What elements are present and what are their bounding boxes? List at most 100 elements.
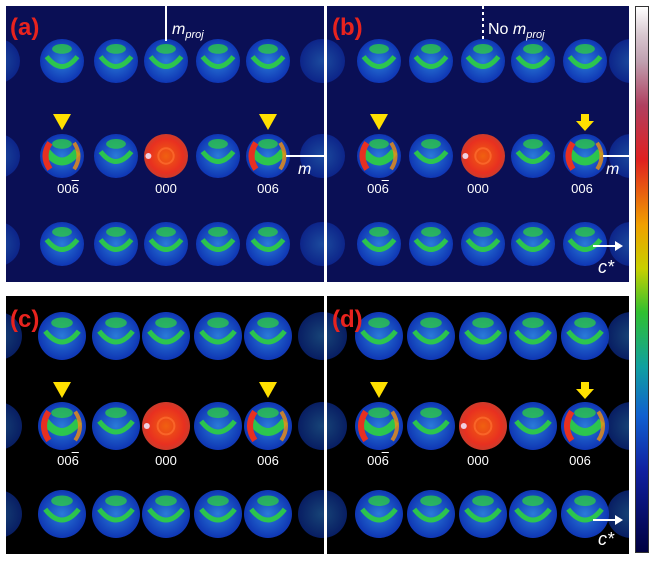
- diffraction-disc: [509, 402, 557, 450]
- index-right-c: 006: [257, 453, 279, 468]
- index-center-d: 000: [467, 453, 489, 468]
- diffraction-disc: [6, 313, 22, 359]
- mproj-label-a: mproj: [172, 21, 204, 41]
- diffraction-disc: [6, 40, 20, 82]
- disc-pattern-svg: [327, 6, 629, 266]
- diffraction-disc: [300, 39, 324, 83]
- diffraction-disc: [509, 312, 557, 360]
- diffraction-disc: [38, 490, 86, 538]
- panel-label-a: (a): [10, 14, 40, 41]
- panel-label-c: (c): [10, 306, 40, 333]
- diffraction-disc: [355, 402, 403, 450]
- diffraction-disc: [6, 223, 20, 265]
- no-mproj-label-b: No mproj: [488, 21, 545, 41]
- disc-pattern-svg: [6, 312, 324, 538]
- cstar-arrow-icon: [593, 241, 623, 251]
- index-left-c: 006: [57, 453, 79, 468]
- diffraction-disc: [194, 312, 242, 360]
- diffraction-disc: [607, 312, 629, 360]
- diffraction-disc: [244, 402, 292, 450]
- diffraction-disc: [357, 39, 401, 83]
- diffraction-disc: [327, 134, 345, 178]
- diffraction-disc: [327, 222, 345, 266]
- diffraction-disc: [511, 134, 555, 178]
- index-left-b: 006: [367, 181, 389, 196]
- diffraction-disc: [298, 490, 324, 538]
- diffraction-disc: [355, 312, 403, 360]
- yellow-triangle-marker-icon: [259, 382, 277, 398]
- diffraction-disc: [563, 134, 607, 178]
- diffraction-disc: [461, 134, 505, 178]
- index-center-a: 000: [155, 181, 177, 196]
- diffraction-disc: [92, 402, 140, 450]
- yellow-triangle-marker-icon: [259, 114, 277, 130]
- index-left-a: 006: [57, 181, 79, 196]
- diffraction-disc: [409, 222, 453, 266]
- diffraction-disc: [246, 134, 290, 178]
- diffraction-disc: [6, 403, 22, 449]
- diffraction-disc: [194, 402, 242, 450]
- diffraction-disc: [561, 312, 609, 360]
- m-label-a: m: [298, 161, 312, 178]
- diffraction-disc: [246, 39, 290, 83]
- diffraction-disc: [357, 134, 401, 178]
- diffraction-disc: [40, 134, 84, 178]
- index-center-b: 000: [467, 181, 489, 196]
- diffraction-disc: [355, 490, 403, 538]
- diffraction-disc: [196, 134, 240, 178]
- diffraction-disc: [144, 222, 188, 266]
- diffraction-disc: [459, 312, 507, 360]
- panel-label-b: (b): [332, 14, 363, 41]
- cstar-label-b: c*: [598, 257, 615, 277]
- panel-a: [6, 6, 324, 282]
- diffraction-disc: [40, 39, 84, 83]
- diffraction-disc: [92, 490, 140, 538]
- diffraction-disc: [40, 222, 84, 266]
- diffraction-disc: [94, 134, 138, 178]
- colorbar-gradient: [635, 6, 649, 553]
- diffraction-disc: [246, 222, 290, 266]
- panel-d: [327, 296, 629, 554]
- cstar-label-d: c*: [598, 529, 615, 549]
- diffraction-disc: [194, 490, 242, 538]
- diffraction-disc: [461, 39, 505, 83]
- diffraction-disc: [142, 402, 190, 450]
- diffraction-disc: [561, 490, 609, 538]
- diffraction-disc: [357, 222, 401, 266]
- diffraction-disc: [407, 402, 455, 450]
- diffraction-disc: [561, 402, 609, 450]
- yellow-triangle-marker-icon: [53, 382, 71, 398]
- yellow-triangle-marker-icon: [370, 114, 388, 130]
- diffraction-disc: [298, 312, 324, 360]
- diffraction-disc: [6, 491, 22, 537]
- diffraction-disc: [607, 402, 629, 450]
- index-center-c: 000: [155, 453, 177, 468]
- diffraction-disc: [6, 135, 20, 177]
- diffraction-disc: [563, 39, 607, 83]
- diffraction-disc: [38, 402, 86, 450]
- disc-pattern-svg: [6, 6, 324, 266]
- diffraction-disc: [300, 222, 324, 266]
- panel-label-d: (d): [332, 306, 363, 333]
- diffraction-disc: [607, 490, 629, 538]
- diffraction-disc: [409, 39, 453, 83]
- diffraction-disc: [563, 222, 607, 266]
- diffraction-disc: [38, 312, 86, 360]
- diffraction-disc: [144, 39, 188, 83]
- diffraction-disc: [92, 312, 140, 360]
- m-label-b: m: [606, 161, 620, 178]
- diffraction-disc: [459, 490, 507, 538]
- diffraction-disc: [407, 312, 455, 360]
- diffraction-disc: [461, 222, 505, 266]
- diffraction-disc: [509, 490, 557, 538]
- diffraction-disc: [407, 490, 455, 538]
- diffraction-disc: [511, 222, 555, 266]
- diffraction-disc: [196, 39, 240, 83]
- diffraction-disc: [196, 222, 240, 266]
- diffraction-disc: [142, 312, 190, 360]
- diffraction-disc: [409, 134, 453, 178]
- cstar-arrow-icon: [593, 515, 623, 525]
- diffraction-disc: [94, 222, 138, 266]
- panel-b: [327, 6, 629, 282]
- index-left-d: 006: [367, 453, 389, 468]
